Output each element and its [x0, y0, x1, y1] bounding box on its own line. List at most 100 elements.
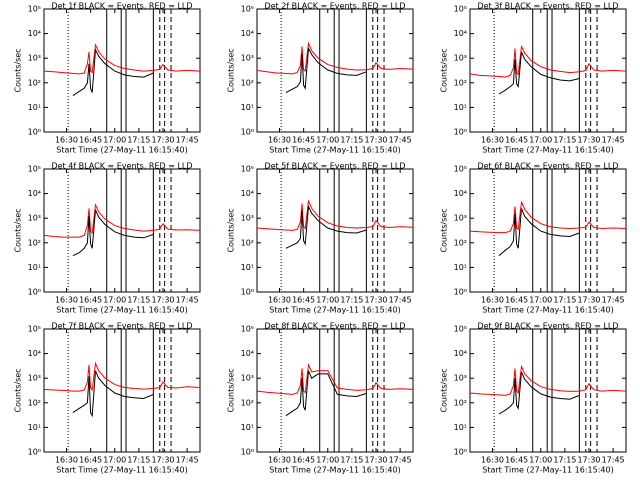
x-tick-label: 17:00 [529, 136, 552, 145]
y-tick-label: 10¹ [241, 423, 254, 432]
x-tick-label: 17:00 [103, 296, 126, 305]
y-tick-label: 10³ [28, 54, 41, 63]
series-line [469, 44, 627, 78]
x-tick-label: 17:30 [364, 456, 387, 465]
plot-frame [43, 328, 201, 453]
x-axis-label: Start Time (27-May-11 16:15:40) [482, 306, 613, 315]
series-line [256, 199, 414, 231]
x-tick-label: 17:00 [316, 296, 339, 305]
series-line [469, 364, 627, 396]
x-axis-label: Start Time (27-May-11 16:15:40) [482, 466, 613, 475]
chart-title: Det 6f BLACK = Events, RED = LLD [477, 162, 618, 171]
y-tick-label: 10⁰ [241, 288, 254, 297]
x-tick-label: 17:45 [602, 136, 625, 145]
plot-frame [469, 168, 627, 293]
y-tick-label: 10³ [454, 214, 467, 223]
chart-title: Det 7f BLACK = Events, RED = LLD [51, 322, 192, 331]
y-tick-label: 10² [28, 398, 41, 407]
plot-frame [256, 168, 414, 293]
plot-frame [43, 168, 201, 293]
x-tick-label: 17:15 [553, 296, 576, 305]
y-axis-label: Counts/sec [227, 368, 236, 412]
series-line [285, 204, 367, 249]
x-axis-label: Start Time (27-May-11 16:15:40) [482, 146, 613, 155]
x-tick-label: 17:30 [364, 296, 387, 305]
y-axis-label: Counts/sec [440, 208, 449, 252]
x-tick-label: 17:15 [553, 456, 576, 465]
chart-title: Det 2f BLACK = Events, RED = LLD [264, 2, 405, 11]
y-tick-label: 10¹ [28, 263, 41, 272]
x-tick-label: 17:00 [529, 456, 552, 465]
y-tick-label: 10¹ [454, 423, 467, 432]
x-tick-label: 17:45 [176, 296, 199, 305]
y-tick-label: 10⁴ [454, 29, 467, 38]
y-tick-label: 10⁰ [454, 288, 467, 297]
series-line [43, 42, 201, 75]
panel: Det 1f BLACK = Events, RED = LLD Start Ti… [14, 2, 201, 155]
x-axis-label: Start Time (27-May-11 16:15:40) [56, 146, 187, 155]
x-tick-label: 17:45 [389, 136, 412, 145]
panel: Det 8f BLACK = Events, RED = LLD Start Ti… [227, 322, 414, 475]
y-tick-label: 10⁰ [28, 288, 41, 297]
x-tick-label: 16:45 [505, 296, 528, 305]
y-tick-label: 10⁵ [454, 5, 467, 14]
y-tick-label: 10³ [454, 54, 467, 63]
x-tick-label: 17:30 [577, 136, 600, 145]
y-tick-label: 10⁰ [241, 448, 254, 457]
x-tick-label: 16:30 [481, 296, 504, 305]
x-tick-label: 16:30 [268, 296, 291, 305]
y-tick-label: 10⁴ [28, 29, 41, 38]
y-axis-label: Counts/sec [14, 208, 23, 252]
y-tick-label: 10² [454, 238, 467, 247]
chart-title: Det 5f BLACK = Events, RED = LLD [264, 162, 405, 171]
y-tick-label: 10⁵ [241, 165, 254, 174]
y-tick-label: 10⁴ [454, 189, 467, 198]
y-tick-label: 10⁴ [28, 189, 41, 198]
x-tick-label: 17:00 [103, 456, 126, 465]
y-tick-label: 10⁴ [28, 349, 41, 358]
x-tick-label: 17:15 [553, 136, 576, 145]
chart-title: Det 8f BLACK = Events, RED = LLD [264, 322, 405, 331]
y-tick-label: 10¹ [241, 263, 254, 272]
x-tick-label: 16:30 [55, 456, 78, 465]
x-tick-label: 16:45 [79, 296, 102, 305]
y-tick-label: 10³ [241, 374, 254, 383]
series-line [498, 371, 580, 415]
x-axis-label: Start Time (27-May-11 16:15:40) [269, 306, 400, 315]
x-tick-label: 17:15 [340, 456, 363, 465]
y-axis-label: Counts/sec [227, 48, 236, 92]
x-tick-label: 17:45 [602, 456, 625, 465]
y-tick-label: 10⁰ [28, 448, 41, 457]
x-tick-label: 17:30 [151, 456, 174, 465]
y-tick-label: 10² [454, 78, 467, 87]
chart-title: Det 4f BLACK = Events, RED = LLD [51, 162, 192, 171]
y-tick-label: 10⁵ [28, 325, 41, 334]
x-tick-label: 17:15 [127, 456, 150, 465]
y-tick-label: 10⁵ [241, 5, 254, 14]
x-tick-label: 17:45 [389, 456, 412, 465]
y-axis-label: Counts/sec [227, 208, 236, 252]
y-axis-label: Counts/sec [14, 48, 23, 92]
y-tick-label: 10⁵ [28, 5, 41, 14]
x-tick-label: 17:15 [340, 296, 363, 305]
y-tick-label: 10⁰ [28, 128, 41, 137]
x-axis-label: Start Time (27-May-11 16:15:40) [56, 306, 187, 315]
panel: Det 3f BLACK = Events, RED = LLD Start Ti… [440, 2, 627, 155]
x-tick-label: 16:45 [292, 456, 315, 465]
y-tick-label: 10⁴ [241, 349, 254, 358]
y-tick-label: 10³ [28, 214, 41, 223]
x-tick-label: 17:15 [340, 136, 363, 145]
y-tick-label: 10³ [454, 374, 467, 383]
series-line [72, 47, 154, 97]
y-tick-label: 10⁴ [454, 349, 467, 358]
y-tick-label: 10⁵ [454, 165, 467, 174]
chart-title: Det 9f BLACK = Events, RED = LLD [477, 322, 618, 331]
x-tick-label: 16:30 [268, 136, 291, 145]
series-line [285, 46, 367, 94]
x-tick-label: 16:30 [481, 136, 504, 145]
panel: Det 7f BLACK = Events, RED = LLD Start Ti… [14, 322, 201, 475]
x-tick-label: 17:00 [529, 296, 552, 305]
y-tick-label: 10⁰ [454, 128, 467, 137]
y-tick-label: 10² [454, 398, 467, 407]
series-line [256, 362, 414, 395]
